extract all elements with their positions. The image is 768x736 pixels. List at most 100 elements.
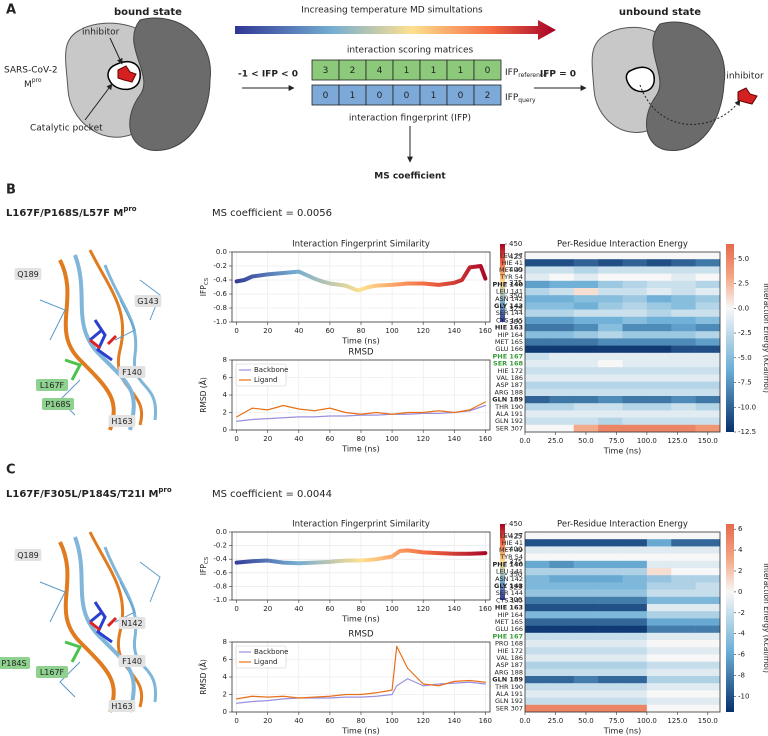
heatmap-cell <box>525 367 550 375</box>
row-label: GLN 189 <box>492 396 523 404</box>
matrix-value: 1 <box>431 91 437 101</box>
residue-label: F140 <box>122 657 142 666</box>
row-label: MET 49 <box>499 266 523 274</box>
heatmap-cell <box>671 388 696 397</box>
residue-label: P184S <box>1 659 26 668</box>
row-label: TYR 54 <box>499 273 523 281</box>
heatmap-cell <box>671 704 696 713</box>
heatmap-cell <box>573 532 599 540</box>
row-label: SER 144 <box>496 589 523 597</box>
heatmap-cell <box>646 568 672 576</box>
x-tick-label: 60 <box>325 605 334 613</box>
heatmap-cell <box>525 345 550 354</box>
row-label: ASN 142 <box>495 295 523 303</box>
heatmap-cell <box>695 403 721 411</box>
heatmap-cell <box>598 417 623 426</box>
heatmap-cell <box>646 647 672 655</box>
heatmap-cell <box>622 381 648 390</box>
heatmap-cell <box>573 273 599 282</box>
x-tick-label: 120 <box>416 435 429 443</box>
matrices-label: interaction scoring matrices <box>347 46 474 56</box>
panel-label: B <box>6 183 16 198</box>
heatmap-cell <box>646 417 672 426</box>
heatmap-cell <box>646 596 672 605</box>
heatmap-cell <box>525 280 550 289</box>
heatmap-cell <box>646 374 672 382</box>
heatmap-cell <box>525 553 550 562</box>
heatmap-cell <box>646 309 672 318</box>
heatmap-cell <box>573 539 599 547</box>
heatmap-cell <box>622 668 648 677</box>
heatmap-cell <box>671 309 696 318</box>
pointer <box>84 83 113 121</box>
fingerprint-label: interaction fingerprint (IFP) <box>349 114 471 124</box>
y-tick-label: -0.4 <box>213 276 227 284</box>
heatmap-cell <box>695 704 721 713</box>
heatmap-cell <box>573 604 599 612</box>
heatmap-cell <box>646 331 672 339</box>
arrow-text: Increasing temperature MD simultations <box>301 6 483 16</box>
residue-tag <box>108 415 136 427</box>
exit-path <box>639 84 741 125</box>
heatmap-cell <box>525 388 550 397</box>
row-label: LEU 141 <box>496 288 523 296</box>
plot-frame <box>231 641 491 713</box>
ref-label: IFPreference <box>505 68 547 79</box>
series-line <box>236 645 486 700</box>
heatmap-cell <box>671 331 696 339</box>
matrix-value: 0 <box>485 66 491 76</box>
row-label: CYS 145 <box>496 596 523 604</box>
heatmap-cell <box>525 360 550 368</box>
heatmap-cell <box>622 697 648 706</box>
heatmap-cell <box>622 589 648 598</box>
heatmap-cell <box>646 611 672 619</box>
y-tick-label: -1.0 <box>213 318 227 326</box>
heatmap-cell <box>549 266 575 274</box>
temperature-arrow <box>235 20 556 40</box>
heatmap-cell <box>622 532 648 540</box>
row-label: LEU 27 <box>500 532 523 540</box>
heatmap-cell <box>598 381 623 390</box>
heatmap-cell <box>598 396 623 404</box>
heatmap-cell <box>573 309 599 318</box>
heatmap-cell <box>549 345 575 354</box>
matrix-value: 1 <box>404 66 410 76</box>
x-tick-label: 150.0 <box>698 437 718 445</box>
heatmap-cell <box>622 273 648 282</box>
heatmap-cell <box>646 697 672 706</box>
heatmap-cell <box>622 388 648 397</box>
y-label: IFP <box>199 285 208 297</box>
x-tick-label: 100.0 <box>637 717 657 725</box>
x-tick-label: 125.0 <box>667 437 687 445</box>
y-tick-label: -0.6 <box>213 290 227 298</box>
heatmap-cell <box>671 575 696 583</box>
plot-frame <box>231 251 491 323</box>
heatmap-cell <box>549 596 575 605</box>
row-label: MET 165 <box>495 618 523 626</box>
heatmap-cell <box>549 704 575 713</box>
heatmap-cell <box>671 417 696 426</box>
x-tick-label: 0 <box>234 327 238 335</box>
heatmap-cell <box>598 316 623 325</box>
heatmap-cell <box>598 690 623 698</box>
heatmap-cell <box>622 618 648 626</box>
heatmap-cell <box>695 417 721 426</box>
x-tick-label: 125.0 <box>667 717 687 725</box>
heatmap-cell <box>671 647 696 655</box>
heatmap-cell <box>622 309 648 318</box>
heatmap-cell <box>695 374 721 382</box>
colorbar-tick-label: 425 <box>509 253 522 261</box>
unbound-title: unbound state <box>619 7 701 18</box>
heatmap-cell <box>646 560 672 569</box>
x-axis-label: Time (ns) <box>603 447 642 456</box>
heatmap-cell <box>622 704 648 713</box>
colorbar-tick-label: 375 <box>509 558 522 566</box>
heatmap-cell <box>695 553 721 562</box>
heatmap-cell <box>671 654 696 662</box>
heatmap-cell <box>695 338 721 346</box>
heatmap-cell <box>646 676 672 684</box>
heatmap-cell <box>622 259 648 267</box>
heatmap-cell <box>622 424 648 433</box>
heatmap-cell <box>573 611 599 619</box>
